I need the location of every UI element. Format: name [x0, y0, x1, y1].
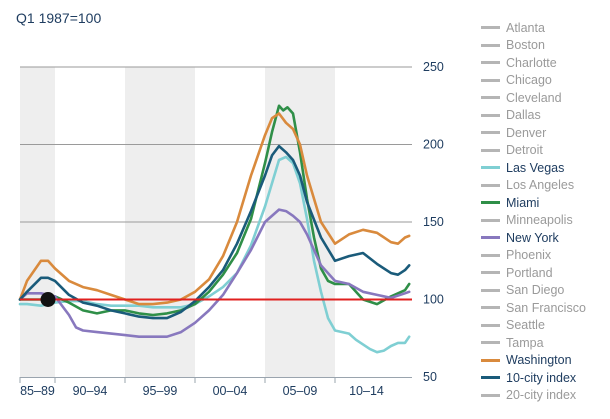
legend-item-las-vegas[interactable]: Las Vegas	[481, 159, 606, 177]
legend-item-new-york[interactable]: New York	[481, 229, 606, 247]
legend-item-washington[interactable]: Washington	[481, 352, 606, 370]
line-chart: 85–89 90–94 95–99 00–04 05–09 10–14 50 100 150 20…	[18, 60, 444, 398]
legend-swatch	[481, 26, 500, 30]
legend-swatch	[481, 131, 500, 135]
series-line-las-vegas	[18, 155, 411, 354]
legend-swatch	[481, 183, 500, 187]
legend-item-phoenix[interactable]: Phoenix	[481, 247, 606, 265]
legend-label: 20-city index	[506, 388, 577, 403]
legend-label: Atlanta	[506, 20, 545, 35]
legend-item-atlanta[interactable]: Atlanta	[481, 19, 606, 37]
legend-label: Chicago	[506, 73, 552, 88]
legend-item-portland[interactable]: Portland	[481, 264, 606, 282]
legend-label: Las Vegas	[506, 160, 565, 175]
legend-label: Charlotte	[506, 55, 557, 70]
legend-swatch	[481, 113, 500, 117]
legend-swatch	[481, 271, 500, 275]
legend-item-minneapolis[interactable]: Minneapolis	[481, 212, 606, 230]
legend-swatch	[481, 393, 500, 397]
legend-item-seattle[interactable]: Seattle	[481, 317, 606, 335]
legend-label: Boston	[506, 38, 545, 53]
chart-title: Q1 1987=100	[16, 10, 102, 26]
legend-swatch	[481, 306, 500, 310]
x-tick-label: 95–99	[143, 384, 178, 398]
legend-label: Minneapolis	[506, 213, 573, 228]
legend-swatch	[481, 201, 500, 205]
legend-label: Detroit	[506, 143, 543, 158]
legend-label: 10-city index	[506, 370, 577, 385]
gridlines	[20, 66, 412, 300]
legend-item-chicago[interactable]: Chicago	[481, 72, 606, 90]
y-tick-label: 150	[423, 215, 444, 229]
legend: Atlanta Boston Charlotte Chicago Cleveland Da…	[481, 19, 606, 404]
x-tick-label: 85–89	[20, 384, 55, 398]
legend-label: New York	[506, 230, 559, 245]
x-tick-label: 90–94	[73, 384, 108, 398]
legend-item-miami[interactable]: Miami	[481, 194, 606, 212]
series-line-washington	[18, 112, 411, 306]
legend-item-boston[interactable]: Boston	[481, 37, 606, 55]
legend-item-los-angeles[interactable]: Los Angeles	[481, 177, 606, 195]
series-line-new-york	[18, 208, 411, 339]
legend-label: Washington	[506, 353, 572, 368]
legend-swatch	[481, 236, 500, 240]
legend-label: San Diego	[506, 283, 565, 298]
legend-item-san-francisco[interactable]: San Francisco	[481, 299, 606, 317]
y-tick-label: 50	[423, 370, 437, 384]
legend-item-charlotte[interactable]: Charlotte	[481, 54, 606, 72]
y-tick-label: 200	[423, 138, 444, 152]
y-tick-label: 100	[423, 293, 444, 307]
baseline	[20, 292, 412, 307]
start-marker	[40, 292, 56, 307]
legend-item-detroit[interactable]: Detroit	[481, 142, 606, 160]
legend-swatch	[481, 148, 500, 152]
legend-swatch	[481, 358, 500, 362]
legend-item-tampa[interactable]: Tampa	[481, 334, 606, 352]
legend-label: Portland	[506, 265, 553, 280]
legend-label: San Francisco	[506, 300, 586, 315]
legend-swatch	[481, 323, 500, 327]
x-tick-label: 05–09	[283, 384, 318, 398]
legend-label: Tampa	[506, 335, 544, 350]
legend-item-20-city-index[interactable]: 20-city index	[481, 387, 606, 405]
legend-item-denver[interactable]: Denver	[481, 124, 606, 142]
axis: 85–89 90–94 95–99 00–04 05–09 10–14 50 100 150 20…	[19, 60, 444, 398]
y-tick-label: 250	[423, 60, 444, 74]
legend-swatch	[481, 218, 500, 222]
legend-label: Cleveland	[506, 90, 562, 105]
legend-swatch	[481, 43, 500, 47]
legend-label: Dallas	[506, 108, 541, 123]
series-lines	[18, 104, 411, 354]
legend-swatch	[481, 376, 500, 380]
legend-item-cleveland[interactable]: Cleveland	[481, 89, 606, 107]
legend-label: Miami	[506, 195, 540, 210]
x-tick-label: 10–14	[349, 384, 384, 398]
legend-item-10-city-index[interactable]: 10-city index	[481, 369, 606, 387]
legend-label: Los Angeles	[506, 178, 575, 193]
legend-swatch	[481, 78, 500, 82]
legend-label: Denver	[506, 125, 547, 140]
legend-item-san-diego[interactable]: San Diego	[481, 282, 606, 300]
legend-swatch	[481, 96, 500, 100]
legend-label: Seattle	[506, 318, 545, 333]
legend-swatch	[481, 288, 500, 292]
legend-item-dallas[interactable]: Dallas	[481, 107, 606, 125]
legend-swatch	[481, 341, 500, 345]
legend-label: Phoenix	[506, 248, 552, 263]
legend-swatch	[481, 166, 500, 170]
x-tick-label: 00–04	[213, 384, 248, 398]
legend-swatch	[481, 253, 500, 257]
legend-swatch	[481, 61, 500, 65]
